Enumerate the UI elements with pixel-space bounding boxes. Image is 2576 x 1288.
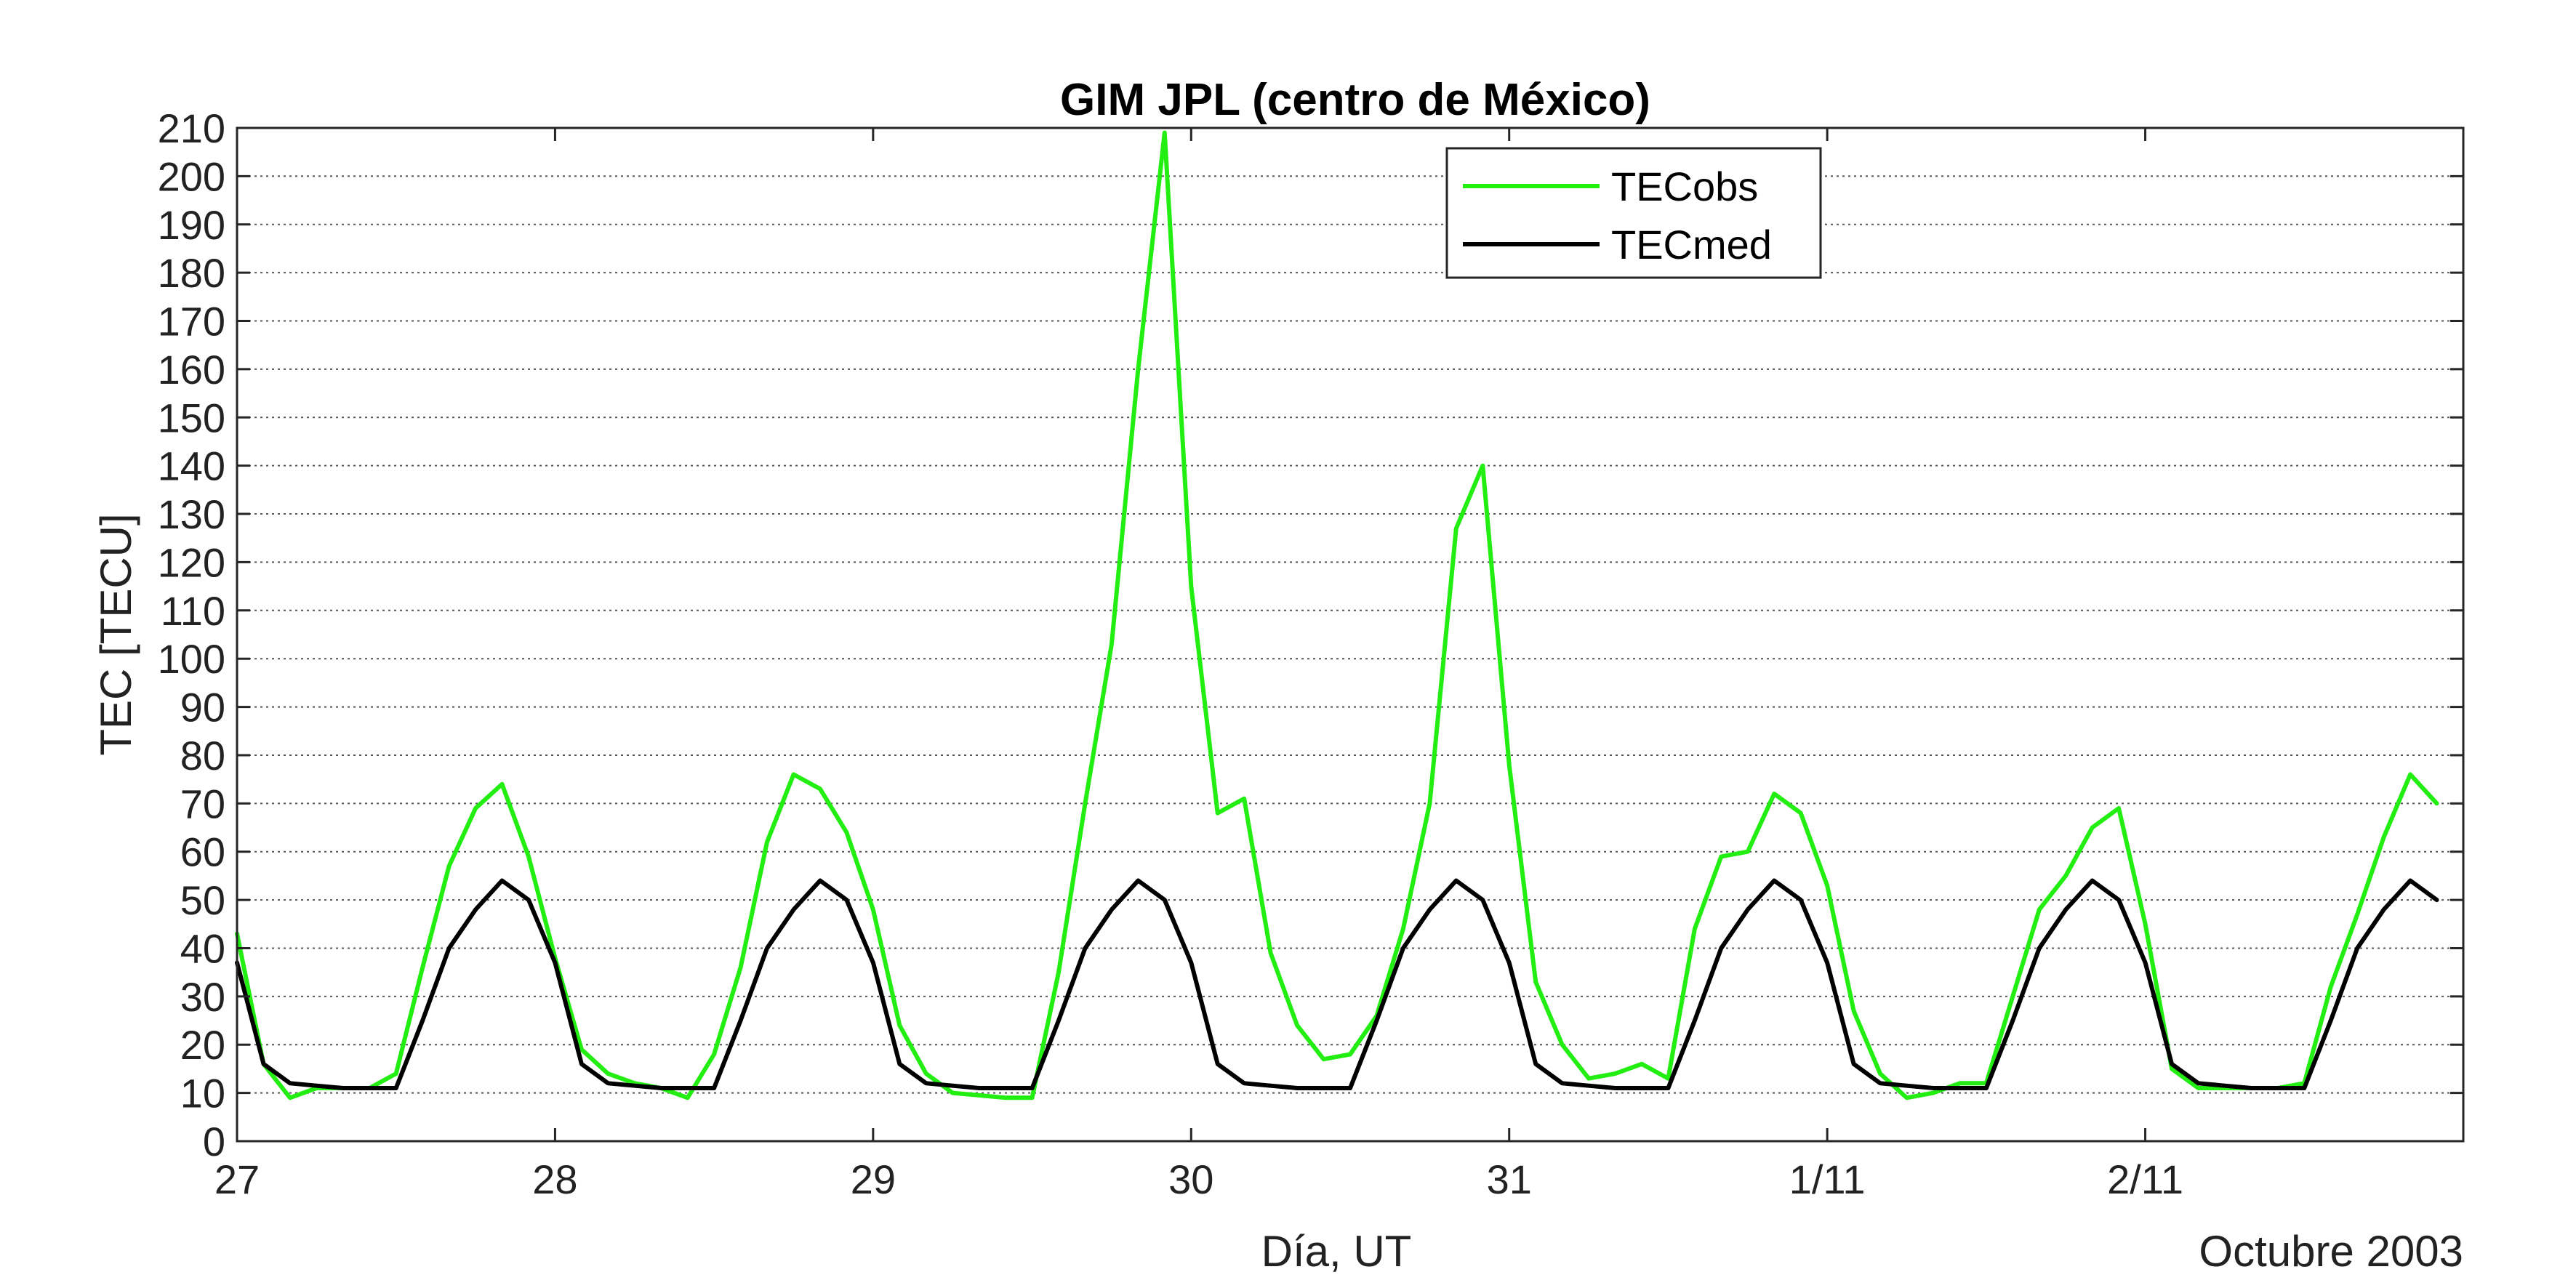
x-tick-label-6: 2/11	[2107, 1156, 2183, 1202]
legend: TECobs TECmed	[1445, 147, 1822, 279]
y-tick-label-20: 20	[180, 1022, 225, 1068]
x-tick-label-1: 28	[532, 1156, 577, 1202]
legend-box	[1445, 147, 1822, 279]
y-tick-label-140: 140	[158, 443, 225, 489]
x-tick-label-2: 29	[851, 1156, 896, 1202]
date-annotation: Octubre 2003	[2199, 1227, 2463, 1276]
y-axis-label: TEC [TECU]	[92, 513, 140, 755]
y-tick-label-130: 130	[158, 491, 225, 537]
series-line-tecobs	[235, 130, 2439, 1100]
y-tick-label-50: 50	[180, 877, 225, 923]
series-line-tecmed	[235, 878, 2439, 1090]
y-tick-label-150: 150	[158, 395, 225, 440]
y-tick-label-40: 40	[180, 925, 225, 971]
y-tick-label-90: 90	[180, 685, 225, 730]
y-tick-label-70: 70	[180, 781, 225, 826]
y-tick-label-160: 160	[158, 347, 225, 393]
legend-label-tecobs: TECobs	[1611, 164, 1758, 209]
x-tick-label-4: 31	[1487, 1156, 1532, 1202]
y-tick-label-210: 210	[158, 105, 225, 151]
y-tick-label-180: 180	[158, 250, 225, 296]
plot-frame	[236, 126, 2465, 1143]
chart-title: GIM JPL (centro de México)	[1060, 75, 1650, 125]
y-tick-label-170: 170	[158, 299, 225, 345]
y-tick-label-80: 80	[180, 733, 225, 778]
y-tick-label-120: 120	[158, 539, 225, 585]
y-tick-label-200: 200	[158, 153, 225, 199]
x-tick-label-0: 27	[214, 1156, 260, 1202]
x-axis-label: Día, UT	[1261, 1227, 1412, 1276]
y-tick-label-60: 60	[180, 829, 225, 875]
series-lines	[235, 130, 2439, 1100]
y-tick-label-10: 10	[180, 1071, 225, 1116]
x-tick-label-3: 30	[1168, 1156, 1213, 1202]
x-tick-label-5: 1/11	[1789, 1156, 1866, 1202]
x-axis-ticks: 27 28 29 30 31 1/11 2/11	[214, 128, 2183, 1202]
y-tick-label-190: 190	[158, 202, 225, 248]
y-tick-label-30: 30	[180, 974, 225, 1020]
y-axis-ticks: 0102030405060708090100110120130140150160…	[158, 105, 2463, 1164]
y-tick-label-0: 0	[203, 1119, 225, 1164]
y-tick-label-110: 110	[161, 588, 225, 634]
y-tick-label-100: 100	[158, 636, 225, 682]
legend-label-tecmed: TECmed	[1611, 222, 1772, 267]
